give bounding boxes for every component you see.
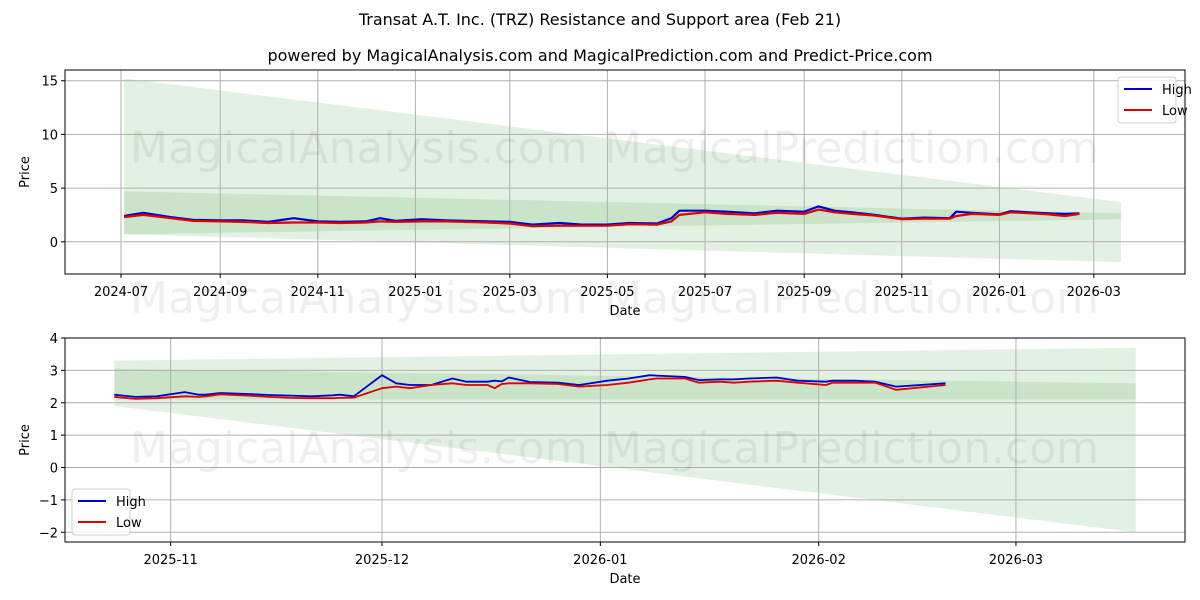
x-tick-label: 2025-09: [777, 285, 831, 300]
x-tick-label: 2026-02: [792, 553, 846, 568]
watermark: MagicalAnalysis.com: [130, 273, 588, 324]
x-tick-label: 2024-07: [94, 285, 148, 300]
x-tick-label: 2026-01: [972, 285, 1026, 300]
y-tick-label: 3: [50, 364, 58, 379]
x-tick-label: 2025-07: [678, 285, 732, 300]
watermark: MagicalPrediction.com: [604, 423, 1099, 474]
x-tick-label: 2025-12: [355, 553, 409, 568]
watermark: MagicalAnalysis.com: [130, 123, 588, 174]
axes-frame: [64, 69, 1186, 275]
x-tick-label: 2025-05: [580, 285, 634, 300]
x-tick-label: 2025-11: [143, 553, 197, 568]
x-tick-label: 2025-11: [875, 285, 929, 300]
x-tick-label: 2024-11: [291, 285, 345, 300]
x-axis-label: Date: [609, 304, 640, 319]
y-tick-label: 5: [50, 182, 58, 197]
chart-detail: −2 −1 0 1 2 3 4 2025-11 2025-12 2026-01 2026-02 202…: [18, 332, 1186, 587]
series-high-line: [114, 374, 946, 398]
legend-label-high: High: [1162, 83, 1192, 98]
x-axis-label: Date: [609, 572, 640, 587]
support-resistance-band: [124, 191, 1121, 235]
y-axis-label: Price: [18, 156, 33, 188]
y-tick-label: 10: [41, 128, 58, 143]
chart-title: Transat A.T. Inc. (TRZ) Resistance and S…: [358, 10, 842, 29]
x-tick-label: 2024-09: [193, 285, 247, 300]
chart-subtitle: powered by MagicalAnalysis.com and Magic…: [267, 46, 933, 65]
legend: High Low: [71, 488, 146, 536]
legend: High Low: [1117, 76, 1192, 124]
series-low-line: [124, 208, 1080, 228]
axes-frame: [64, 337, 1186, 543]
y-tick-label: 0: [50, 236, 58, 251]
y-tick-label: 15: [41, 75, 58, 90]
watermark: MagicalPrediction.com: [604, 273, 1099, 324]
y-tick-label: 0: [50, 462, 58, 477]
watermark: MagicalAnalysis.com: [130, 423, 588, 474]
series-low-line: [114, 377, 946, 400]
y-tick-label: 4: [50, 332, 58, 347]
y-tick-label: 1: [50, 429, 58, 444]
x-tick-label: 2026-01: [573, 553, 627, 568]
y-tick-label: −2: [39, 526, 58, 541]
y-tick-label: 2: [50, 397, 58, 412]
y-tick-label: −1: [39, 494, 58, 509]
legend-label-high: High: [116, 495, 146, 510]
chart-overview: 0 5 10 15 2024-07 2024-09 2024-11 2025-01 2025-0…: [18, 69, 1192, 319]
watermark: MagicalPrediction.com: [604, 123, 1099, 174]
x-tick-label: 2025-01: [388, 285, 442, 300]
x-tick-label: 2026-03: [1067, 285, 1121, 300]
legend-label-low: Low: [116, 516, 142, 531]
y-axis-label: Price: [18, 424, 33, 456]
x-tick-label: 2026-03: [989, 553, 1043, 568]
legend-label-low: Low: [1162, 104, 1188, 119]
x-tick-label: 2025-03: [483, 285, 537, 300]
